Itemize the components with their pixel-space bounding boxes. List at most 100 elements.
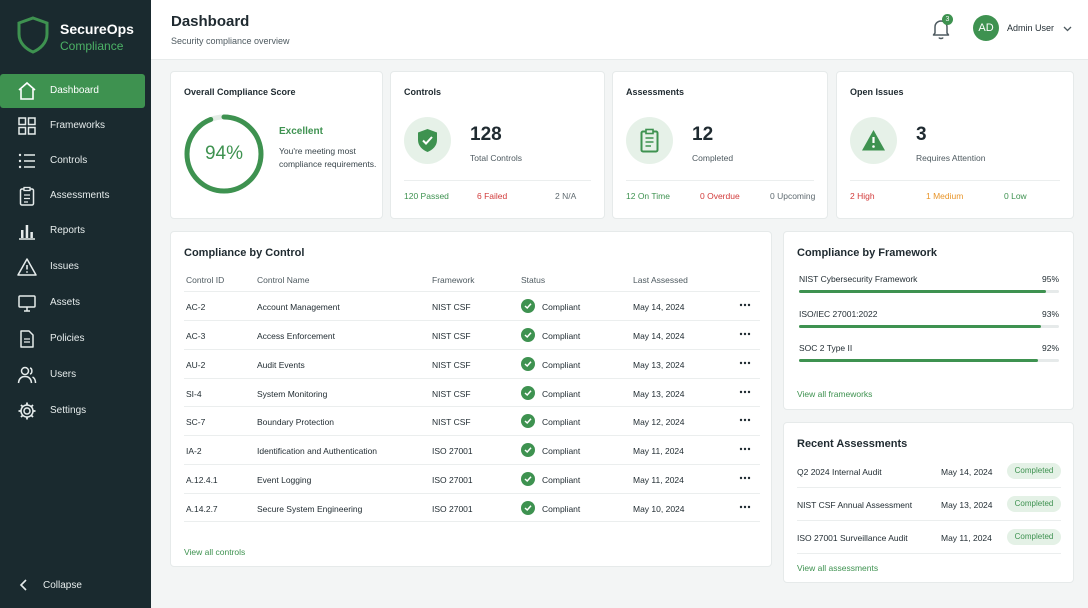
table-row[interactable]: AC-3 Access Enforcement NIST CSF Complia… xyxy=(184,320,760,349)
assessment-row[interactable]: Q2 2024 Internal Audit May 14, 2024 Comp… xyxy=(797,455,1061,488)
brand[interactable]: SecureOps Compliance xyxy=(16,16,146,56)
column-header[interactable]: Control Name xyxy=(257,275,310,285)
assessments-card: Assessments 12 Completed 12 On Time 0 Ov… xyxy=(612,71,828,219)
table-row[interactable]: SC-7 Boundary Protection NIST CSF Compli… xyxy=(184,406,760,435)
column-header[interactable]: Status xyxy=(521,275,546,285)
issues-high: 2 High xyxy=(850,191,875,201)
sidebar-item-users[interactable]: Users xyxy=(0,358,145,392)
controls-passed: 120 Passed xyxy=(404,191,449,201)
more-options-icon[interactable] xyxy=(738,356,752,370)
control-name: Event Logging xyxy=(257,475,312,485)
more-options-icon[interactable] xyxy=(738,327,752,341)
controls-na: 2 N/A xyxy=(555,191,577,201)
assessments-count: 12 xyxy=(692,124,714,145)
column-header[interactable]: Framework xyxy=(432,275,475,285)
notification-badge: 3 xyxy=(942,14,953,25)
sidebar-item-controls[interactable]: Controls xyxy=(0,144,145,178)
divider xyxy=(626,180,814,181)
control-last-assessed: May 13, 2024 xyxy=(633,360,685,370)
clipboard-icon xyxy=(19,186,35,206)
control-last-assessed: May 10, 2024 xyxy=(633,504,685,514)
page-title: Dashboard xyxy=(171,13,250,30)
issues-count: 3 xyxy=(916,124,927,145)
assessments-on-time: 12 On Time xyxy=(626,191,670,201)
sidebar-item-reports[interactable]: Reports xyxy=(0,214,145,248)
card-title: Overall Compliance Score xyxy=(184,87,296,97)
controls-icon-circle xyxy=(404,117,451,164)
check-circle-icon xyxy=(521,443,535,457)
collapse-button[interactable]: Collapse xyxy=(0,570,151,600)
progress-track xyxy=(799,290,1059,293)
progress-fill xyxy=(799,325,1041,328)
table-row[interactable]: A.12.4.1 Event Logging ISO 27001 Complia… xyxy=(184,464,760,493)
control-framework: NIST CSF xyxy=(432,417,471,427)
assessments-count-label: Completed xyxy=(692,153,734,163)
issues-medium: 1 Medium xyxy=(926,191,964,201)
controls-card: Controls 128 Total Controls 120 Passed 6… xyxy=(390,71,605,219)
table-row[interactable]: SI-4 System Monitoring NIST CSF Complian… xyxy=(184,378,760,407)
more-options-icon[interactable] xyxy=(738,385,752,399)
column-header[interactable]: Last Assessed xyxy=(633,275,688,285)
view-all-controls-link[interactable]: View all controls xyxy=(184,547,246,557)
sidebar-item-dashboard[interactable]: Dashboard xyxy=(0,74,145,108)
chevron-down-icon[interactable] xyxy=(1063,24,1072,33)
sidebar-item-assessments[interactable]: Assessments xyxy=(0,179,145,213)
control-name: Access Enforcement xyxy=(257,331,335,341)
sidebar-item-label: Dashboard xyxy=(50,85,99,96)
sidebar-item-label: Issues xyxy=(50,261,79,272)
home-icon xyxy=(18,81,36,100)
sidebar-item-label: Reports xyxy=(50,225,86,236)
view-all-assessments-link[interactable]: View all assessments xyxy=(797,563,879,573)
sidebar-item-issues[interactable]: Issues xyxy=(0,250,145,284)
more-options-icon[interactable] xyxy=(738,413,752,427)
user-name[interactable]: Admin User xyxy=(1007,23,1055,33)
column-header[interactable]: Control ID xyxy=(186,275,225,285)
card-title: Compliance by Framework xyxy=(797,247,937,259)
assessment-row[interactable]: NIST CSF Annual Assessment May 13, 2024 … xyxy=(797,488,1061,521)
table-row[interactable]: IA-2 Identification and Authentication I… xyxy=(184,435,760,464)
table-row[interactable]: A.14.2.7 Secure System Engineering ISO 2… xyxy=(184,493,760,522)
score-value: 94% xyxy=(204,143,244,164)
check-circle-icon xyxy=(521,501,535,515)
control-id: AC-3 xyxy=(186,331,206,341)
warning-icon xyxy=(17,258,37,276)
card-title: Controls xyxy=(404,87,441,97)
framework-row[interactable]: SOC 2 Type II 92% xyxy=(797,343,1061,377)
more-options-icon[interactable] xyxy=(738,442,752,456)
issues-low: 0 Low xyxy=(1004,191,1027,201)
control-framework: NIST CSF xyxy=(432,360,471,370)
assessment-row[interactable]: ISO 27001 Surveillance Audit May 11, 202… xyxy=(797,521,1061,554)
sidebar: SecureOps Compliance Dashboard Framework… xyxy=(0,0,151,608)
warning-icon xyxy=(862,130,885,151)
more-options-icon[interactable] xyxy=(738,471,752,485)
sidebar-item-label: Policies xyxy=(50,333,85,344)
bell-icon[interactable] xyxy=(931,18,951,40)
control-name: System Monitoring xyxy=(257,389,328,399)
controls-count-label: Total Controls xyxy=(470,153,522,163)
issues-icon-circle xyxy=(850,117,897,164)
table-row[interactable]: AC-2 Account Management NIST CSF Complia… xyxy=(184,291,760,320)
gear-icon xyxy=(18,402,36,420)
sidebar-item-frameworks[interactable]: Frameworks xyxy=(0,109,145,143)
more-options-icon[interactable] xyxy=(738,500,752,514)
sidebar-item-label: Users xyxy=(50,369,77,380)
control-framework: NIST CSF xyxy=(432,302,471,312)
shield-logo-icon xyxy=(17,16,49,54)
table-row[interactable]: AU-2 Audit Events NIST CSF Compliant May… xyxy=(184,349,760,378)
assessment-date: May 14, 2024 xyxy=(941,467,993,477)
more-options-icon[interactable] xyxy=(738,298,752,312)
control-id: AU-2 xyxy=(186,360,206,370)
sidebar-item-policies[interactable]: Policies xyxy=(0,322,145,356)
sidebar-item-settings[interactable]: Settings xyxy=(0,394,145,428)
progress-fill xyxy=(799,359,1039,362)
framework-row[interactable]: ISO/IEC 27001:2022 93% xyxy=(797,309,1061,343)
control-framework: ISO 27001 xyxy=(432,504,473,514)
control-status: Compliant xyxy=(542,389,581,399)
framework-row[interactable]: NIST Cybersecurity Framework 95% xyxy=(797,274,1061,308)
issues-count-label: Requires Attention xyxy=(916,153,986,163)
control-status: Compliant xyxy=(542,302,581,312)
avatar[interactable]: AD xyxy=(973,15,999,41)
shield-check-icon xyxy=(418,129,437,152)
view-all-frameworks-link[interactable]: View all frameworks xyxy=(797,389,873,399)
sidebar-item-assets[interactable]: Assets xyxy=(0,286,145,320)
